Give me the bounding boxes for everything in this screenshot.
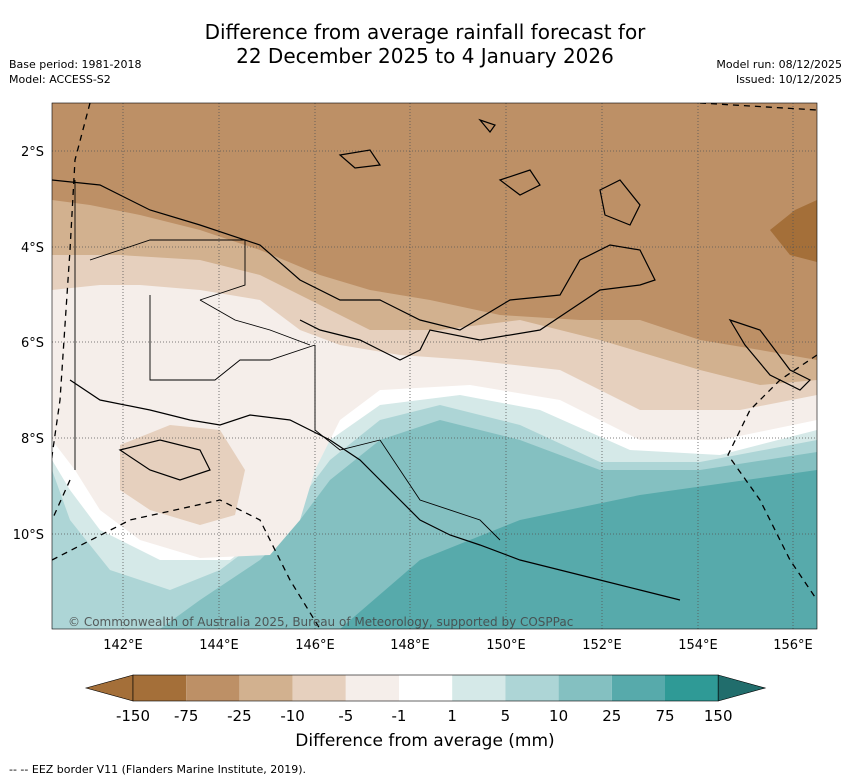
colorbar-tick-label: 25 [602, 707, 621, 725]
lat-label: 4°S [21, 241, 44, 256]
colorbar-tick-label: -1 [392, 707, 407, 725]
new-guinea-south-coast [69, 379, 681, 601]
colorbar-extend-low [84, 674, 134, 702]
fly-delta-outline [118, 439, 211, 481]
copyright-text: © Commonwealth of Australia 2025, Bureau… [68, 615, 573, 629]
lon-label: 148°E [390, 638, 430, 653]
colorbar-segment [399, 675, 453, 701]
colorbar-tick-label: 75 [655, 707, 674, 725]
colorbar-segment [133, 675, 187, 701]
colorbar-segment [452, 675, 506, 701]
new-britain-outline [599, 179, 641, 226]
eez-legend-note: -- -- EEZ border V11 (Flanders Marine In… [9, 763, 307, 776]
colorbar-label: Difference from average (mm) [295, 731, 555, 751]
colorbar-segment [186, 675, 240, 701]
colorbar-tick-label: -150 [116, 707, 150, 725]
model-run: Model run: 08/12/2025 [716, 58, 842, 71]
colorbar-tick-label: -25 [227, 707, 252, 725]
chart-title: Difference from average rainfall forecas… [0, 20, 850, 68]
lat-label: 8°S [21, 432, 44, 447]
rainfall-map: © Commonwealth of Australia 2025, Bureau… [52, 103, 817, 629]
colorbar-tick-label: 10 [549, 707, 568, 725]
colorbar-extend-high [717, 674, 767, 702]
base-period: Base period: 1981-2018 [9, 58, 142, 71]
colorbar-tick-label: -10 [280, 707, 305, 725]
island-outline-2 [478, 118, 496, 133]
colorbar-segment [239, 675, 293, 701]
lon-label: 150°E [486, 638, 526, 653]
new-ireland-outline [498, 169, 541, 196]
colorbar-frame [132, 674, 719, 702]
colorbar-tick-label: -75 [174, 707, 199, 725]
contour-neg10-neg5-south [120, 425, 245, 525]
bougainville-outline [728, 318, 812, 391]
contour-neg150-neg75 [770, 200, 817, 262]
province-borders [74, 180, 501, 541]
contour-neg75-neg25 [52, 103, 817, 360]
island-outline-1 [338, 149, 382, 169]
colorbar-tick-label: 1 [447, 707, 457, 725]
meta-left: Base period: 1981-2018 Model: ACCESS-S2 [9, 57, 141, 87]
new-guinea-north-coast [52, 179, 656, 361]
coastlines [52, 118, 812, 601]
lat-label: 10°S [13, 528, 44, 543]
lon-label: 146°E [295, 638, 335, 653]
lat-label: 6°S [21, 336, 44, 351]
lon-axis: 142°E 144°E 146°E 148°E 150°E 152°E 154°… [103, 638, 813, 653]
lat-axis: 2°S 4°S 6°S 8°S 10°S [13, 145, 44, 543]
colorbar-tick-label: 5 [501, 707, 511, 725]
colorbar-tick-label: -5 [338, 707, 353, 725]
title-line-1: Difference from average rainfall forecas… [204, 20, 646, 44]
colorbar-segment [611, 675, 665, 701]
colorbar-segment [505, 675, 559, 701]
colorbar-segment [665, 675, 719, 701]
title-line-2: 22 December 2025 to 4 January 2026 [236, 44, 614, 68]
lon-label: 152°E [582, 638, 622, 653]
model-name: Model: ACCESS-S2 [9, 73, 111, 86]
gridlines [52, 103, 817, 629]
lat-label: 2°S [21, 145, 44, 160]
lon-label: 156°E [773, 638, 813, 653]
colorbar-segment [558, 675, 612, 701]
colorbar-segment [292, 675, 346, 701]
lon-label: 142°E [103, 638, 143, 653]
meta-right: Model run: 08/12/2025 Issued: 10/12/2025 [716, 57, 842, 87]
colorbar: -150 -75 -25 -10 -5 -1 1 5 10 25 75 150 [84, 674, 767, 725]
eez-borders [52, 103, 817, 629]
lon-label: 144°E [199, 638, 239, 653]
issued-date: Issued: 10/12/2025 [735, 73, 842, 86]
colorbar-tick-label: 150 [704, 707, 733, 725]
map-frame [51, 102, 818, 630]
colorbar-segment [345, 675, 399, 701]
lon-label: 154°E [678, 638, 718, 653]
